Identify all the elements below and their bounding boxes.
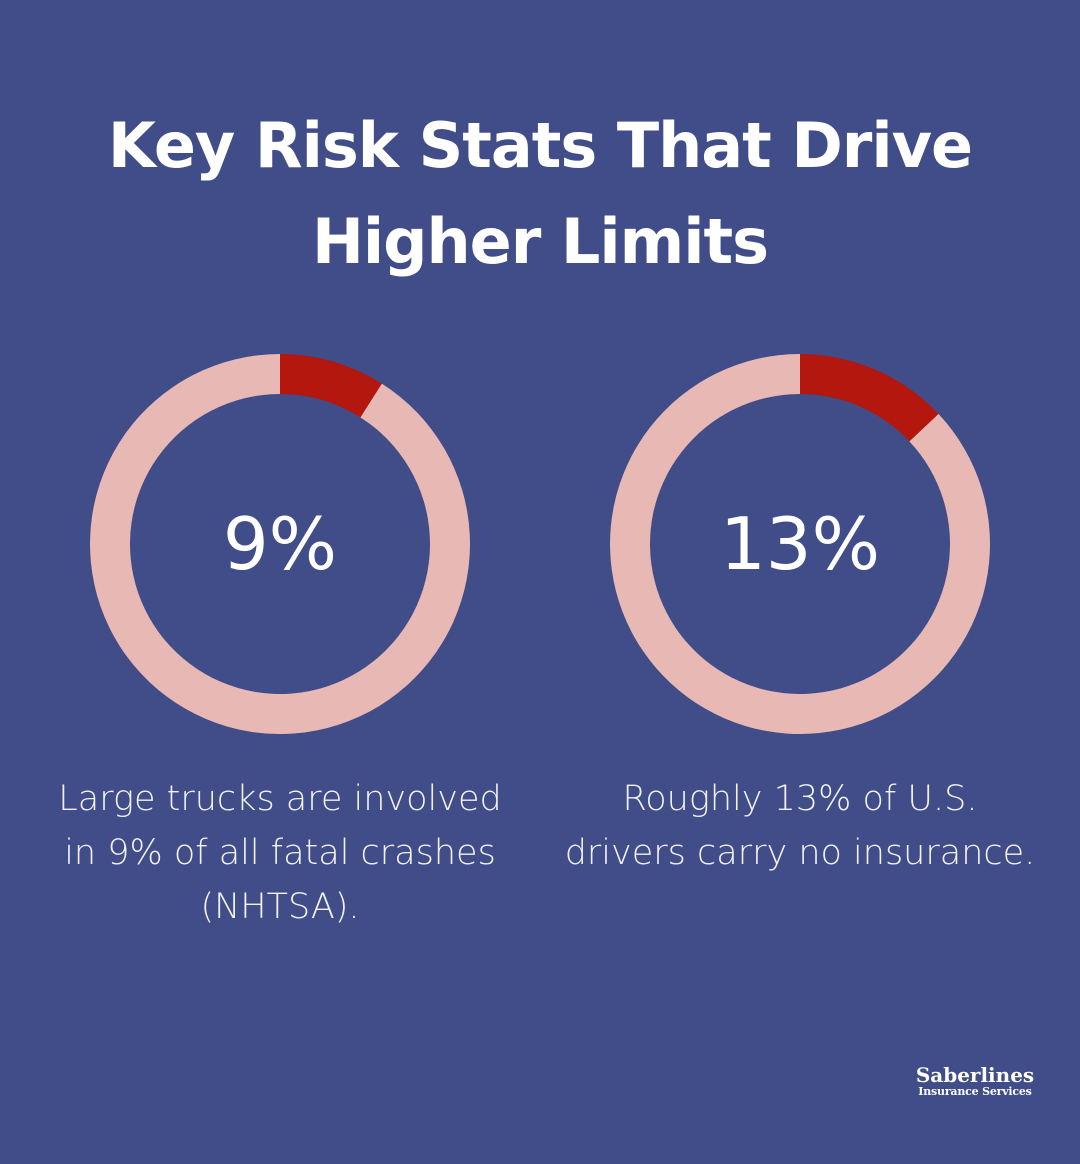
stat-trucks-fatal-crashes: 9%	[90, 352, 471, 736]
donut-center-label: 9%	[222, 502, 338, 586]
logo-name: Saberlines	[915, 1063, 1035, 1087]
caption-line: drivers carry no insurance.	[564, 833, 1036, 873]
logo-subtitle: Insurance Services	[918, 1085, 1032, 1098]
page-title: Key Risk Stats That Drive Higher Limits	[40, 98, 1040, 290]
caption-line: in 9% of all fatal crashes	[64, 833, 496, 873]
caption-line: Roughly 13% of U.S.	[622, 779, 978, 819]
donut-segment-highlight	[280, 354, 382, 418]
brand-logo: Saberlines Insurance Services	[900, 1064, 1050, 1098]
donut-center-label: 13%	[719, 502, 881, 586]
stat-caption-uninsured: Roughly 13% of U.S. drivers carry no ins…	[560, 772, 1040, 880]
caption-line: (NHTSA).	[200, 887, 360, 927]
stat-caption-trucks: Large trucks are involved in 9% of all f…	[40, 772, 520, 934]
donut-chart-trucks	[90, 354, 471, 734]
donut-chart-uninsured	[610, 354, 990, 734]
caption-line: Large trucks are involved	[58, 779, 502, 819]
stat-uninsured-drivers: 13%	[610, 352, 990, 736]
title-line-1: Key Risk Stats That Drive	[107, 109, 973, 182]
donut-segment-highlight	[800, 354, 939, 442]
title-line-2: Higher Limits	[311, 205, 769, 278]
